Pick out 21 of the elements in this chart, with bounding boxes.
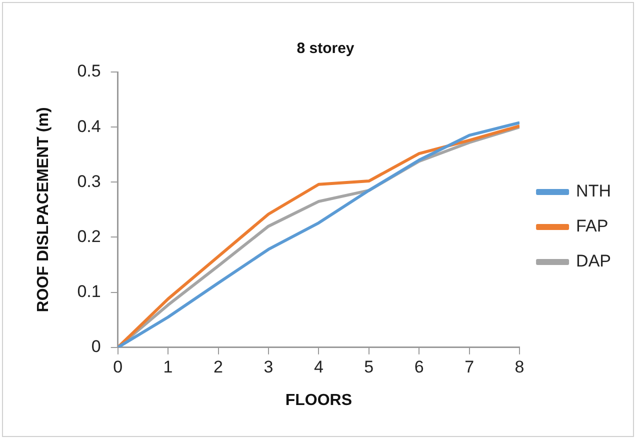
- y-tick-label: 0.2: [77, 226, 101, 246]
- x-tick-label: 1: [163, 357, 173, 376]
- x-tick-label: 4: [314, 357, 324, 376]
- x-tick-label: 2: [214, 357, 223, 376]
- x-tick-label: 8: [514, 357, 524, 376]
- y-tick-label: 0.3: [77, 172, 101, 191]
- y-axis-title: ROOF DISLPACEMENT (m): [35, 107, 52, 312]
- legend-label: NTH: [576, 182, 611, 201]
- y-tick-label: 0.4: [77, 116, 101, 136]
- x-tick-label: 7: [464, 357, 474, 376]
- y-tick-label: 0: [91, 337, 101, 356]
- chart-title: 8 storey: [296, 40, 355, 58]
- x-tick-label: 5: [364, 357, 374, 376]
- x-axis-title: FLOORS: [285, 392, 352, 409]
- legend-label: DAP: [576, 252, 612, 271]
- y-tick-label: 0.1: [77, 282, 101, 302]
- y-tick-label: 0.5: [77, 62, 101, 81]
- legend-label: FAP: [576, 216, 608, 236]
- x-tick-label: 3: [264, 357, 274, 376]
- x-tick-label: 0: [113, 357, 123, 376]
- x-tick-label: 6: [414, 357, 424, 376]
